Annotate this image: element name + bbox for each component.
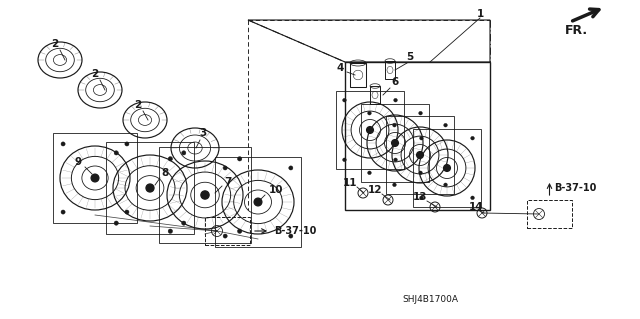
Text: 2: 2 xyxy=(134,100,141,110)
Text: 1: 1 xyxy=(476,9,484,19)
Bar xyxy=(362,104,429,182)
Circle shape xyxy=(91,174,99,182)
Circle shape xyxy=(420,196,423,200)
Circle shape xyxy=(201,191,209,199)
Bar xyxy=(159,147,251,243)
Circle shape xyxy=(168,229,173,234)
Circle shape xyxy=(444,165,451,171)
Text: 9: 9 xyxy=(74,157,81,167)
Circle shape xyxy=(168,157,173,161)
Circle shape xyxy=(470,137,474,140)
Circle shape xyxy=(444,183,447,187)
Bar xyxy=(53,133,137,223)
Circle shape xyxy=(394,158,397,162)
Text: SHJ4B1700A: SHJ4B1700A xyxy=(402,295,458,305)
Text: 7: 7 xyxy=(224,177,232,187)
Text: B-37-10: B-37-10 xyxy=(274,226,316,236)
Circle shape xyxy=(342,98,346,102)
Circle shape xyxy=(393,123,396,127)
Bar xyxy=(106,142,195,234)
Bar xyxy=(350,63,366,87)
Circle shape xyxy=(393,183,396,187)
Bar xyxy=(370,86,380,104)
Text: 14: 14 xyxy=(468,202,483,212)
Circle shape xyxy=(237,229,242,234)
Circle shape xyxy=(394,98,397,102)
Text: 8: 8 xyxy=(161,168,168,178)
Text: FR.: FR. xyxy=(565,24,588,37)
Circle shape xyxy=(419,111,422,115)
Bar xyxy=(387,116,454,194)
Bar xyxy=(215,157,301,247)
Circle shape xyxy=(146,184,154,192)
Circle shape xyxy=(125,210,129,214)
Circle shape xyxy=(182,221,186,225)
Circle shape xyxy=(342,158,346,162)
Circle shape xyxy=(420,137,423,140)
Circle shape xyxy=(125,142,129,146)
Text: 11: 11 xyxy=(343,178,357,188)
Circle shape xyxy=(470,196,474,200)
Circle shape xyxy=(444,123,447,127)
Text: B-37-10: B-37-10 xyxy=(554,183,597,193)
Text: 2: 2 xyxy=(51,39,59,49)
Circle shape xyxy=(223,166,227,170)
Circle shape xyxy=(289,234,293,238)
Text: 13: 13 xyxy=(413,192,428,202)
Text: 6: 6 xyxy=(392,77,399,87)
Bar xyxy=(385,61,395,79)
Circle shape xyxy=(367,111,371,115)
Circle shape xyxy=(392,140,398,146)
Text: 2: 2 xyxy=(92,69,99,79)
Bar xyxy=(527,200,572,228)
Circle shape xyxy=(114,151,118,155)
Text: 3: 3 xyxy=(200,128,207,138)
Bar xyxy=(337,91,404,169)
Bar xyxy=(205,217,250,245)
Circle shape xyxy=(61,210,65,214)
Circle shape xyxy=(367,127,373,133)
Circle shape xyxy=(367,171,371,174)
Circle shape xyxy=(182,151,186,155)
Circle shape xyxy=(223,234,227,238)
Circle shape xyxy=(61,142,65,146)
Text: 4: 4 xyxy=(336,63,344,73)
Text: 10: 10 xyxy=(269,185,284,195)
Bar xyxy=(413,129,481,207)
Circle shape xyxy=(419,171,422,174)
Text: 5: 5 xyxy=(406,52,413,62)
Text: 12: 12 xyxy=(368,185,382,195)
Circle shape xyxy=(289,166,293,170)
Circle shape xyxy=(417,152,424,158)
Circle shape xyxy=(254,198,262,206)
Circle shape xyxy=(114,221,118,225)
Circle shape xyxy=(237,157,242,161)
